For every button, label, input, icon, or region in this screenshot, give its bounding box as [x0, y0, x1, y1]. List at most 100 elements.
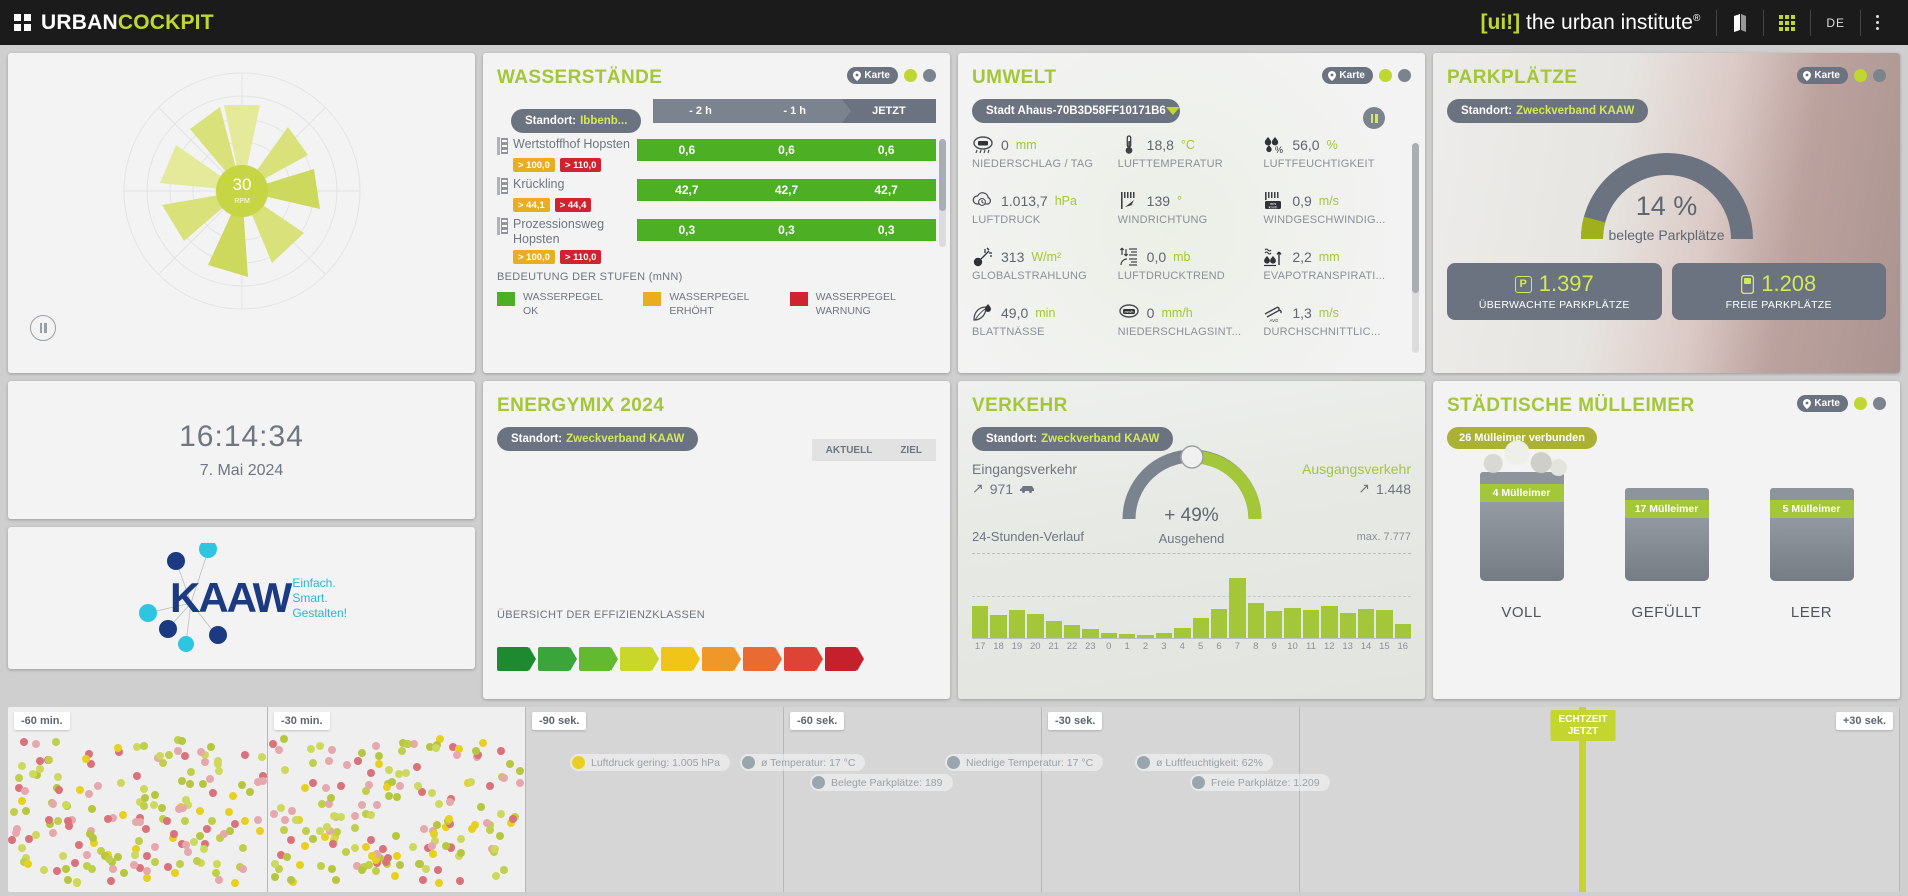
status-dot-active[interactable]: [1379, 69, 1392, 82]
timeline-event[interactable]: Freie Parkplätze: 1.209: [1190, 774, 1330, 791]
chart-bar: [1229, 578, 1245, 638]
station-selector[interactable]: Stadt Ahaus-70B3D58FF10171B6: [972, 99, 1180, 123]
timeline-segment-30min[interactable]: -30 min.: [268, 707, 526, 892]
table-row[interactable]: Krückling > 44,1 > 44,4 42,7 42,7 42,7: [497, 177, 936, 212]
pressure-trend-icon: [1118, 247, 1140, 267]
location-filter[interactable]: Standort: Ibbenb...: [511, 109, 641, 133]
efficiency-class-d[interactable]: D: [661, 647, 693, 671]
status-dot-inactive[interactable]: [923, 69, 936, 82]
timeline-segment-60min[interactable]: -60 min.: [8, 707, 268, 892]
institute-brand-text: the urban institute: [1520, 11, 1693, 34]
timeline-data-dot: [133, 772, 141, 780]
tile-free-spaces[interactable]: 1.208 FREIE PARKPLÄTZE: [1672, 263, 1887, 320]
timeline-data-dot: [391, 872, 399, 880]
bin-group-gefuellt[interactable]: 17 Mülleimer GEFÜLLT: [1612, 472, 1722, 621]
metric-label: BLATTNÄSSE: [972, 326, 1112, 338]
metric-windgeschwindigkeit: m/s km/h 0,9 m/s WINDGESCHWINDIG...: [1263, 191, 1403, 243]
map-button[interactable]: Karte: [1797, 67, 1848, 84]
x-tick-label: 1: [1119, 641, 1135, 652]
metric-value: 0,9: [1292, 193, 1311, 209]
efficiency-classes-title: ÜBERSICHT DER EFFIZIENZKLASSEN: [497, 609, 705, 621]
location-value: Ibbenb...: [580, 115, 627, 127]
map-toggle-group: Karte: [847, 67, 936, 84]
timeline-data-dot: [372, 867, 380, 875]
timeline-data-dot: [53, 867, 61, 875]
timeline-data-dot: [280, 735, 288, 743]
timeline-segment-90sek[interactable]: -90 sek.: [526, 707, 784, 892]
event-dot: [742, 756, 755, 769]
timeline-data-dot: [301, 784, 309, 792]
timeline-data-dot: [88, 805, 96, 813]
scrollbar[interactable]: [1412, 143, 1419, 353]
timeline-segment-60sek[interactable]: -60 sek.: [784, 707, 1042, 892]
tab-minus-1h[interactable]: - 1 h: [748, 99, 842, 123]
map-button[interactable]: Karte: [1322, 67, 1373, 84]
timeline-data-dot: [151, 858, 159, 866]
x-tick-label: 20: [1027, 641, 1043, 652]
legend-flag-green: [497, 292, 515, 306]
timeline-mark-90sek: -90 sek.: [532, 712, 586, 730]
apps-grid-icon[interactable]: [1764, 0, 1810, 45]
scrollbar[interactable]: [939, 139, 946, 247]
efficiency-class-f[interactable]: F: [743, 647, 775, 671]
efficiency-class-c[interactable]: C: [620, 647, 652, 671]
bin-group-voll[interactable]: 4 Mülleimer VOLL: [1467, 472, 1577, 621]
timeline-data-dot: [212, 869, 220, 877]
timeline-event[interactable]: Luftdruck gering: 1.005 hPa: [570, 754, 730, 771]
location-filter[interactable]: Standort: Zweckverband KAAW: [1447, 99, 1648, 123]
timeline-segment-30sek[interactable]: -30 sek.: [1042, 707, 1300, 892]
timeline-event[interactable]: ø Temperatur: 17 °C: [740, 754, 865, 771]
water-station-list[interactable]: Wertstoffhof Hopsten > 100,0 > 110,0 0,6…: [483, 133, 950, 265]
efficiency-class-b[interactable]: B: [579, 647, 611, 671]
metric-unit: mm: [1319, 250, 1340, 264]
timeline-data-dot: [239, 865, 247, 873]
chart-bar: [1211, 609, 1227, 638]
timeline-data-dot: [140, 802, 148, 810]
timeline-data-dot: [207, 743, 215, 751]
status-dot-inactive[interactable]: [1873, 69, 1886, 82]
efficiency-class-g[interactable]: G: [784, 647, 816, 671]
toggle-aktuell[interactable]: AKTUELL: [812, 439, 887, 461]
map-icon[interactable]: [1717, 0, 1763, 45]
efficiency-class-e[interactable]: E: [702, 647, 734, 671]
efficiency-class-a[interactable]: A: [538, 647, 570, 671]
windrose-svg: 30 RPM: [92, 66, 392, 316]
efficiency-class-a-plus[interactable]: A+: [497, 647, 529, 671]
metric-unit: mm/h: [1161, 306, 1192, 320]
status-dot-inactive[interactable]: [1873, 397, 1886, 410]
dashboard: 30 RPM WASSERSTÄNDE Karte Stando: [0, 45, 1908, 896]
kebab-menu-icon[interactable]: [1861, 0, 1894, 45]
chart-bar: [1027, 614, 1043, 638]
location-prefix: Standort:: [1461, 105, 1512, 117]
language-selector[interactable]: DE: [1811, 0, 1860, 45]
status-dot-active[interactable]: [1854, 69, 1867, 82]
metric-luftfeuchtigkeit: % 56,0% LUFTFEUCHTIGKEIT: [1263, 135, 1403, 187]
map-button[interactable]: Karte: [847, 67, 898, 84]
timeline-event[interactable]: ø Luftfeuchtigkeit: 62%: [1135, 754, 1273, 771]
pause-icon[interactable]: [30, 315, 56, 341]
event-label: ø Luftfeuchtigkeit: 62%: [1156, 757, 1263, 769]
timeline-data-dot: [18, 762, 26, 770]
threshold-amber: > 100,0: [513, 158, 555, 172]
status-dot-active[interactable]: [904, 69, 917, 82]
status-dot-active[interactable]: [1854, 397, 1867, 410]
timeline-data-dot: [497, 810, 505, 818]
efficiency-class-h[interactable]: H: [825, 647, 857, 671]
timeline-event[interactable]: Niedrige Temperatur: 17 °C: [945, 754, 1103, 771]
timeline-event[interactable]: Belegte Parkplätze: 189: [810, 774, 953, 791]
timeline[interactable]: -60 min. -30 min. -90 sek. -60 sek. -30 …: [8, 707, 1900, 892]
map-button-label: Karte: [1814, 70, 1840, 81]
table-row[interactable]: Wertstoffhof Hopsten > 100,0 > 110,0 0,6…: [497, 137, 936, 172]
map-button[interactable]: Karte: [1797, 395, 1848, 412]
timeline-data-dot: [64, 876, 72, 884]
bin-group-leer[interactable]: 5 Mülleimer LEER: [1757, 472, 1867, 621]
status-dot-inactive[interactable]: [1398, 69, 1411, 82]
location-filter[interactable]: Standort: Zweckverband KAAW: [497, 427, 698, 451]
tile-monitored-spaces[interactable]: P 1.397 ÜBERWACHTE PARKPLÄTZE: [1447, 263, 1662, 320]
tab-minus-2h[interactable]: - 2 h: [653, 99, 747, 123]
value-minus-2h: 42,7: [637, 179, 737, 201]
chart-bar: [1101, 633, 1117, 638]
tab-now[interactable]: JETZT: [842, 99, 936, 123]
event-label: Freie Parkplätze: 1.209: [1211, 777, 1320, 789]
table-row[interactable]: Prozessionsweg Hopsten > 100,0 > 110,0 0…: [497, 217, 936, 264]
